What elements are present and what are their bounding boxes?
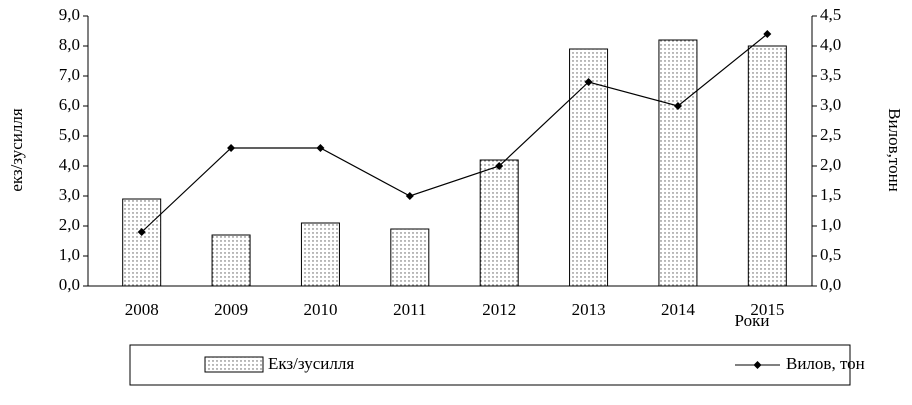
y2-tick-label: 2,0 [820, 155, 841, 174]
marker [495, 162, 504, 170]
y2-tick-label: 4,5 [820, 5, 841, 24]
y2-tick-label: 3,0 [820, 95, 841, 114]
y-axis-title: екз/зусилля [7, 108, 26, 191]
x-tick-label: 2008 [125, 300, 159, 319]
y-tick-label: 3,0 [59, 185, 80, 204]
y2-tick-label: 3,5 [820, 65, 841, 84]
bar [569, 48, 609, 287]
marker [673, 102, 682, 110]
y2-tick-label: 2,5 [820, 125, 841, 144]
y2-tick-label: 0,0 [820, 275, 841, 294]
y-tick-label: 5,0 [59, 125, 80, 144]
legend-swatch [204, 356, 264, 373]
y-tick-label: 1,0 [59, 245, 80, 264]
marker [227, 144, 236, 152]
marker [763, 30, 772, 38]
y-tick-label: 4,0 [59, 155, 80, 174]
x-tick-label: 2014 [661, 300, 696, 319]
bar [211, 234, 251, 287]
y-tick-label: 6,0 [59, 95, 80, 114]
legend-marker [753, 361, 762, 369]
x-tick-label: 2009 [214, 300, 248, 319]
x-tick-label: 2011 [393, 300, 426, 319]
y-tick-label: 2,0 [59, 215, 80, 234]
y2-tick-label: 4,0 [820, 35, 841, 54]
bar [479, 159, 519, 287]
y-tick-label: 8,0 [59, 35, 80, 54]
x-tick-label: 2015 [750, 300, 784, 319]
y-tick-label: 9,0 [59, 5, 80, 24]
marker [405, 192, 414, 200]
legend-box [129, 344, 851, 386]
bar [747, 45, 787, 287]
x-tick-label: 2012 [482, 300, 516, 319]
y2-axis-title: Вилов,тонн [885, 108, 904, 192]
marker [137, 228, 146, 236]
x-tick-label: 2010 [303, 300, 337, 319]
marker [316, 144, 325, 152]
bar [122, 198, 162, 287]
bar [300, 222, 340, 287]
x-axis-title: Роки [735, 311, 770, 330]
marker [584, 78, 593, 86]
x-tick-label: 2013 [572, 300, 606, 319]
y2-tick-label: 0,5 [820, 245, 841, 264]
y2-tick-label: 1,0 [820, 215, 841, 234]
y-tick-label: 7,0 [59, 65, 80, 84]
bar [658, 39, 698, 287]
y2-tick-label: 1,5 [820, 185, 841, 204]
legend-label: Вилов, тон [786, 354, 865, 373]
line [141, 33, 768, 233]
y-tick-label: 0,0 [59, 275, 80, 294]
legend-label: Екз/зусилля [268, 354, 354, 373]
bar [390, 228, 430, 287]
